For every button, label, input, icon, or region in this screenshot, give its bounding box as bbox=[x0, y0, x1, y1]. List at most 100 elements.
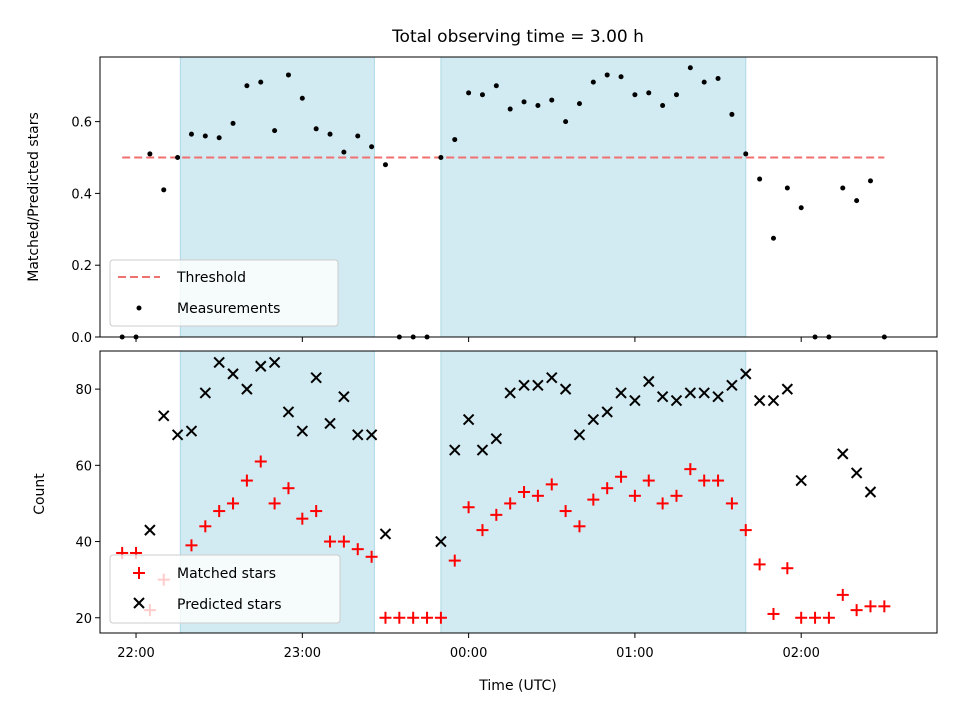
measurement-point bbox=[507, 106, 513, 112]
predicted-star-stroke bbox=[601, 406, 613, 418]
predicted-star-point bbox=[296, 425, 309, 437]
x-tick-label: 01:00 bbox=[616, 646, 653, 661]
measurement-point bbox=[161, 187, 167, 193]
matched-star-point bbox=[213, 505, 226, 518]
predicted-star-point bbox=[324, 417, 336, 430]
measurement-point bbox=[798, 205, 804, 211]
matched-star-point bbox=[531, 489, 544, 502]
bottom-y-tick-label: 60 bbox=[75, 459, 92, 474]
x-axis-label: Time (UTC) bbox=[478, 678, 556, 694]
predicted-star-stroke bbox=[490, 432, 503, 445]
measurement-point bbox=[244, 83, 250, 89]
predicted-star-point bbox=[767, 394, 780, 407]
predicted-star-point bbox=[684, 387, 697, 399]
shaded-region bbox=[440, 56, 747, 338]
predicted-star-stroke bbox=[587, 413, 600, 426]
matched-star-point bbox=[822, 611, 835, 624]
predicted-star-point bbox=[795, 474, 807, 487]
predicted-star-point bbox=[656, 391, 669, 403]
measurement-point bbox=[285, 72, 291, 78]
measurement-point bbox=[757, 176, 763, 182]
predicted-star-stroke bbox=[449, 444, 461, 456]
bottom-plot-frame bbox=[99, 350, 938, 634]
predicted-star-point bbox=[532, 379, 544, 392]
matched-star-point bbox=[656, 497, 669, 510]
predicted-star-stroke bbox=[296, 425, 309, 437]
matched-star-point bbox=[615, 470, 628, 483]
bottom-legend-box bbox=[109, 554, 341, 624]
predicted-star-stroke bbox=[850, 467, 863, 479]
predicted-star-stroke bbox=[726, 379, 738, 392]
measurement-point bbox=[687, 65, 693, 71]
predicted-star-point bbox=[241, 383, 253, 395]
matched-star-point bbox=[421, 611, 434, 624]
predicted-star-point bbox=[338, 391, 350, 403]
measurement-point bbox=[576, 101, 582, 107]
x-tick-label: 02:00 bbox=[782, 646, 819, 661]
predicted-star-point bbox=[740, 368, 752, 380]
measurement-point bbox=[147, 151, 153, 157]
measurement-point bbox=[202, 133, 208, 139]
top-y-axis-label: Matched/Predicted stars bbox=[26, 112, 42, 282]
predicted-star-point bbox=[573, 429, 586, 441]
matched-star-point bbox=[379, 611, 392, 624]
predicted-star-point bbox=[255, 360, 267, 372]
predicted-star-point bbox=[753, 394, 766, 407]
predicted-star-stroke bbox=[712, 391, 724, 403]
matched-star-point bbox=[337, 535, 350, 548]
predicted-star-stroke bbox=[462, 413, 475, 426]
matched-star-point bbox=[254, 455, 267, 468]
matched-star-point bbox=[199, 520, 212, 533]
top-panel: 0.0 0.2 0.4 0.6 Matched/Predicted stars Thr… bbox=[26, 56, 938, 346]
matched-star-point bbox=[462, 501, 475, 514]
predicted-star-stroke bbox=[532, 379, 544, 392]
measurement-point bbox=[493, 83, 499, 89]
predicted-star-point bbox=[781, 383, 794, 395]
measurement-point bbox=[382, 162, 388, 168]
matched-star-point bbox=[310, 505, 323, 518]
measurement-point bbox=[854, 198, 860, 204]
legend-predicted-swatch bbox=[133, 597, 145, 609]
predicted-star-stroke bbox=[615, 387, 627, 399]
predicted-star-stroke bbox=[767, 394, 780, 407]
predicted-star-point bbox=[712, 391, 724, 403]
predicted-star-stroke bbox=[227, 368, 239, 380]
matched-star-point bbox=[393, 611, 406, 624]
predicted-star-stroke bbox=[213, 356, 225, 369]
predicted-star-stroke bbox=[629, 394, 641, 407]
matched-star-point bbox=[504, 497, 517, 510]
top-legend-box bbox=[109, 259, 339, 327]
matched-star-point bbox=[545, 478, 558, 491]
measurement-point bbox=[660, 102, 666, 108]
predicted-star-point bbox=[476, 444, 489, 456]
measurement-point bbox=[646, 90, 652, 96]
x-tick-label: 00:00 bbox=[450, 646, 487, 661]
predicted-star-point bbox=[268, 356, 281, 369]
legend-measurements-label: Measurements bbox=[177, 301, 280, 317]
predicted-star-point bbox=[199, 387, 212, 399]
matched-star-point bbox=[185, 539, 198, 552]
measurement-point bbox=[632, 92, 638, 98]
legend-measurement-swatch bbox=[136, 305, 142, 311]
measurement-point bbox=[549, 97, 555, 103]
predicted-star-point bbox=[587, 413, 600, 426]
shaded-region bbox=[440, 350, 747, 634]
matched-star-point bbox=[836, 588, 849, 601]
predicted-star-stroke bbox=[324, 417, 336, 430]
predicted-star-stroke bbox=[837, 448, 849, 460]
predicted-star-stroke bbox=[684, 387, 697, 399]
matched-star-point bbox=[407, 611, 420, 624]
matched-star-point bbox=[698, 474, 711, 487]
predicted-star-point bbox=[559, 383, 572, 395]
matched-star-point bbox=[240, 474, 253, 487]
predicted-star-stroke bbox=[781, 383, 794, 395]
bottom-x-ticks: 22:00 23:00 00:00 01:00 02:00 bbox=[117, 633, 820, 661]
measurement-point bbox=[369, 144, 375, 150]
matched-star-point bbox=[753, 558, 766, 571]
bottom-y-tick-label: 20 bbox=[75, 612, 92, 627]
top-y-ticks: 0.0 0.2 0.4 0.6 bbox=[71, 116, 100, 346]
bottom-y-ticks: 20 40 60 80 bbox=[75, 383, 100, 627]
predicted-star-point bbox=[850, 467, 863, 479]
matched-star-point bbox=[324, 535, 337, 548]
